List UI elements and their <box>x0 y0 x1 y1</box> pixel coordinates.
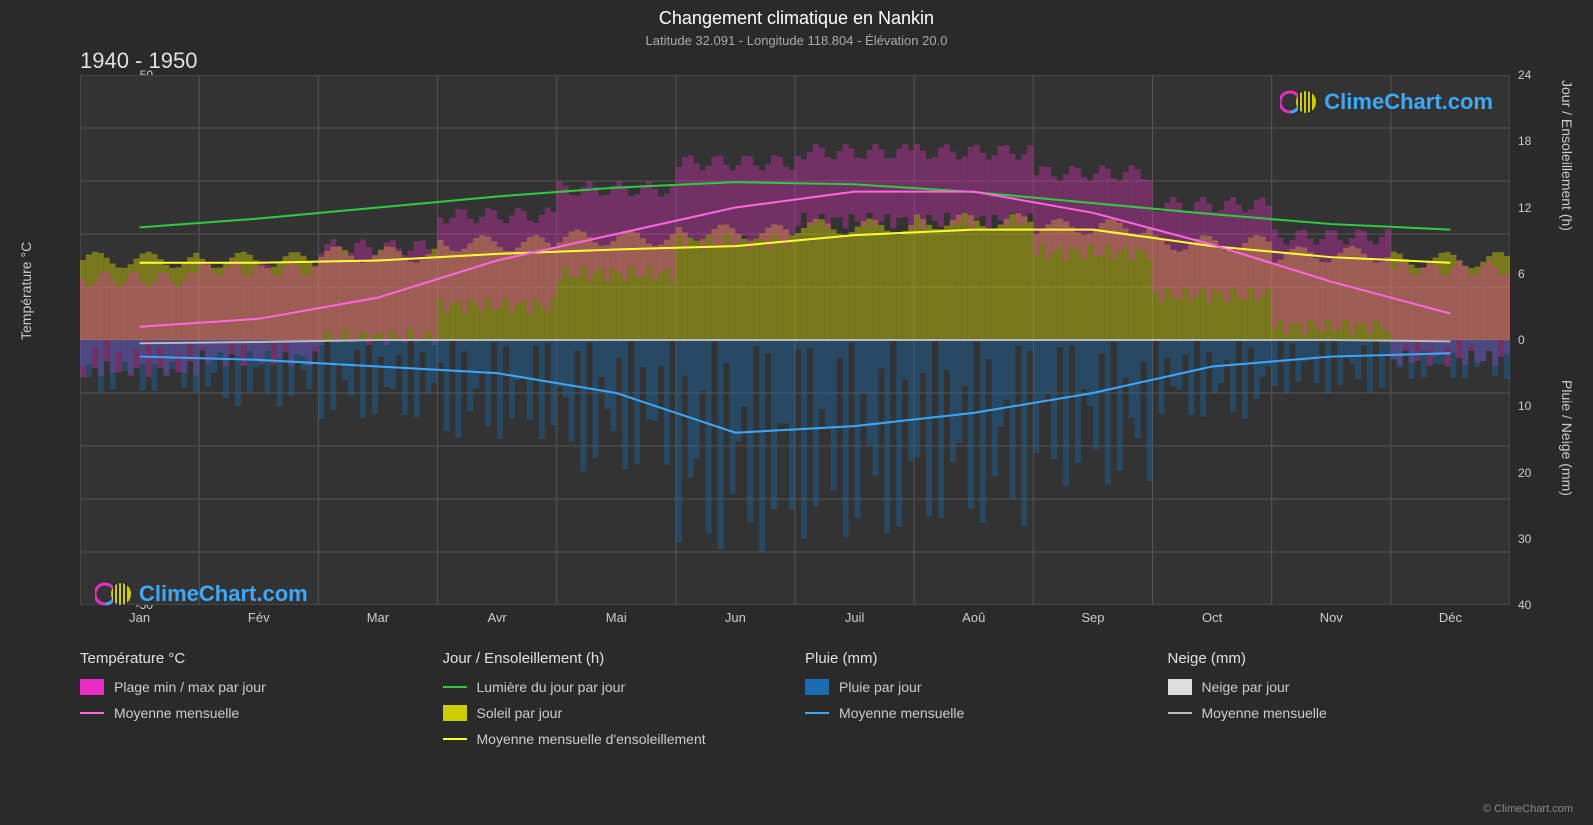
legend-title: Pluie (mm) <box>805 650 1148 667</box>
copyright: © ClimeChart.com <box>1483 803 1573 815</box>
legend-title: Jour / Ensoleillement (h) <box>443 650 786 667</box>
watermark-text: ClimeChart.com <box>1324 89 1493 115</box>
chart-subtitle: Latitude 32.091 - Longitude 118.804 - Él… <box>0 29 1593 48</box>
legend-swatch <box>805 712 829 714</box>
legend-title: Température °C <box>80 650 423 667</box>
month-label: Oct <box>1202 610 1222 625</box>
month-label: Déc <box>1439 610 1462 625</box>
month-label: Jan <box>129 610 150 625</box>
watermark: ClimeChart.com <box>95 580 308 608</box>
legend-label: Neige par jour <box>1202 679 1290 695</box>
legend-column: Température °C Plage min / max par jour Mo… <box>80 650 423 757</box>
chart-title: Changement climatique en Nankin <box>0 0 1593 29</box>
legend-swatch <box>1168 712 1192 714</box>
y-axis-right-top-label: Jour / Ensoleillement (h) <box>1559 80 1575 231</box>
legend-swatch <box>1168 679 1192 695</box>
month-label: Sep <box>1081 610 1104 625</box>
climechart-logo-icon <box>95 580 133 608</box>
x-axis-labels: Jan Fév Mar Avr Mai Jun Juil Aoû Sep Oct Nov Déc <box>80 610 1510 630</box>
legend-swatch <box>443 686 467 688</box>
legend-item: Soleil par jour <box>443 705 786 721</box>
month-label: Avr <box>487 610 506 625</box>
legend-column: Pluie (mm) Pluie par jour Moyenne mensuell… <box>805 650 1148 757</box>
legend-item: Moyenne mensuelle d'ensoleillement <box>443 731 786 747</box>
legend-item: Plage min / max par jour <box>80 679 423 695</box>
legend-title: Neige (mm) <box>1168 650 1511 667</box>
ytick-right-top: 24 <box>1518 68 1531 82</box>
legend-item: Moyenne mensuelle <box>805 705 1148 721</box>
month-label: Fév <box>248 610 270 625</box>
ytick-right-top: 6 <box>1518 267 1525 281</box>
legend-label: Moyenne mensuelle <box>839 705 964 721</box>
plot-area <box>80 75 1510 605</box>
legend-swatch <box>80 712 104 714</box>
legend-item: Pluie par jour <box>805 679 1148 695</box>
ytick-right-top: 18 <box>1518 134 1531 148</box>
legend-item: Moyenne mensuelle <box>1168 705 1511 721</box>
month-label: Juil <box>845 610 865 625</box>
legend-swatch <box>443 705 467 721</box>
legend-column: Neige (mm) Neige par jour Moyenne mensuell… <box>1168 650 1511 757</box>
legend-label: Moyenne mensuelle <box>1202 705 1327 721</box>
legend-item: Lumière du jour par jour <box>443 679 786 695</box>
y-axis-left-label: Température °C <box>18 242 34 340</box>
watermark: ClimeChart.com <box>1280 88 1493 116</box>
ytick-right-bottom: 20 <box>1518 466 1531 480</box>
ytick-right-bottom: 10 <box>1518 399 1531 413</box>
ytick-right-top: 12 <box>1518 201 1531 215</box>
legend-item: Neige par jour <box>1168 679 1511 695</box>
legend-label: Soleil par jour <box>477 705 563 721</box>
legend-swatch <box>80 679 104 695</box>
month-label: Mar <box>367 610 389 625</box>
month-label: Jun <box>725 610 746 625</box>
legend: Température °C Plage min / max par jour Mo… <box>80 650 1510 757</box>
legend-item: Moyenne mensuelle <box>80 705 423 721</box>
chart-container: Changement climatique en Nankin Latitude… <box>0 0 1593 825</box>
legend-swatch <box>443 738 467 740</box>
watermark-text: ClimeChart.com <box>139 581 308 607</box>
climechart-logo-icon <box>1280 88 1318 116</box>
ytick-right-bottom: 40 <box>1518 598 1531 612</box>
legend-label: Pluie par jour <box>839 679 922 695</box>
ytick-right-top: 0 <box>1518 333 1525 347</box>
legend-label: Moyenne mensuelle d'ensoleillement <box>477 731 706 747</box>
plot-svg <box>80 75 1510 605</box>
month-label: Nov <box>1320 610 1343 625</box>
legend-label: Lumière du jour par jour <box>477 679 626 695</box>
ytick-right-bottom: 30 <box>1518 532 1531 546</box>
y-axis-right-bottom-label: Pluie / Neige (mm) <box>1559 380 1575 496</box>
legend-label: Plage min / max par jour <box>114 679 266 695</box>
legend-swatch <box>805 679 829 695</box>
month-label: Aoû <box>962 610 985 625</box>
month-label: Mai <box>606 610 627 625</box>
legend-label: Moyenne mensuelle <box>114 705 239 721</box>
legend-column: Jour / Ensoleillement (h) Lumière du jour… <box>443 650 786 757</box>
